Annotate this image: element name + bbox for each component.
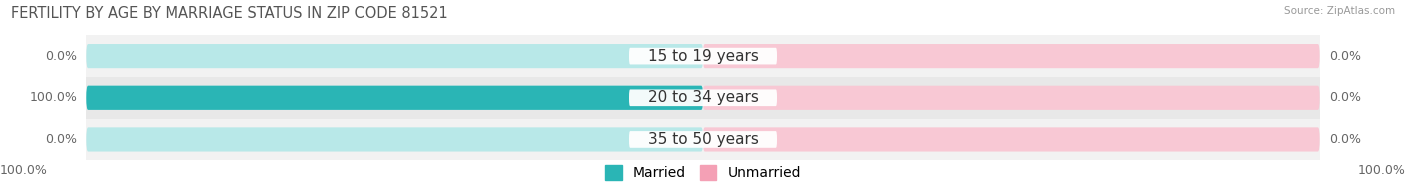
Text: 0.0%: 0.0%	[45, 133, 77, 146]
Bar	[86, 77, 1320, 119]
FancyBboxPatch shape	[86, 44, 703, 68]
Text: 20 to 34 years: 20 to 34 years	[648, 90, 758, 105]
FancyBboxPatch shape	[628, 48, 778, 64]
FancyBboxPatch shape	[628, 131, 778, 148]
Text: 100.0%: 100.0%	[30, 91, 77, 104]
Text: 15 to 19 years: 15 to 19 years	[648, 49, 758, 64]
Text: 0.0%: 0.0%	[1329, 91, 1361, 104]
FancyBboxPatch shape	[703, 86, 1320, 110]
FancyBboxPatch shape	[86, 86, 703, 110]
FancyBboxPatch shape	[86, 127, 703, 152]
Legend: Married, Unmarried: Married, Unmarried	[605, 165, 801, 180]
FancyBboxPatch shape	[703, 127, 1320, 152]
Text: 100.0%: 100.0%	[0, 164, 48, 178]
Bar	[86, 119, 1320, 160]
Text: 0.0%: 0.0%	[1329, 133, 1361, 146]
Text: Source: ZipAtlas.com: Source: ZipAtlas.com	[1284, 6, 1395, 16]
Text: 0.0%: 0.0%	[1329, 50, 1361, 63]
Bar	[86, 35, 1320, 77]
FancyBboxPatch shape	[628, 89, 778, 106]
Text: FERTILITY BY AGE BY MARRIAGE STATUS IN ZIP CODE 81521: FERTILITY BY AGE BY MARRIAGE STATUS IN Z…	[11, 6, 449, 21]
Text: 0.0%: 0.0%	[45, 50, 77, 63]
FancyBboxPatch shape	[703, 44, 1320, 68]
Text: 35 to 50 years: 35 to 50 years	[648, 132, 758, 147]
FancyBboxPatch shape	[86, 86, 703, 110]
Text: 100.0%: 100.0%	[1358, 164, 1406, 178]
